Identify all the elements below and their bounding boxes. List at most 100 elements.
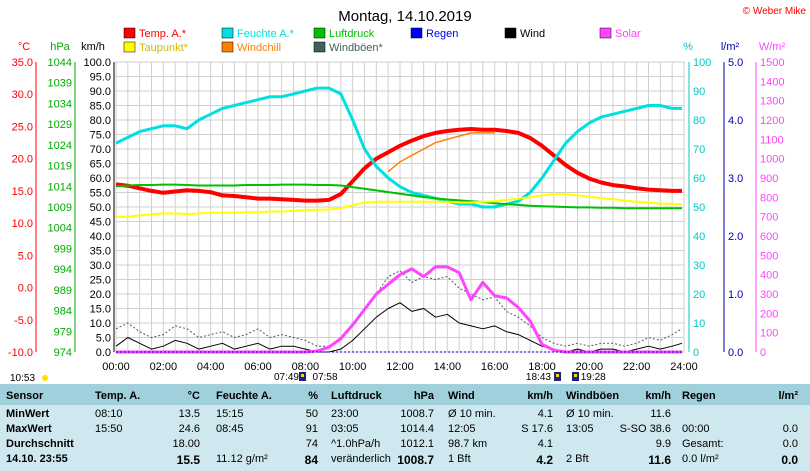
x-tick-label: 08:00 <box>292 361 320 373</box>
axis-unit-label: W/m² <box>759 41 786 53</box>
legend-swatch <box>123 27 136 39</box>
table-cell: 9.9 <box>655 438 671 450</box>
table-cell: 1 Bft <box>448 453 471 465</box>
legend-label: Temp. A.* <box>139 28 187 40</box>
axis-tick-label: 20.0 <box>12 154 33 166</box>
axis-tick-label: 700 <box>760 212 778 224</box>
legend-swatch <box>504 27 517 39</box>
legend-label: Regen <box>426 28 458 40</box>
time-annotation: 07:58 <box>313 372 338 383</box>
table-header-cell: Windböen <box>566 390 620 402</box>
axis-tick-label: 1009 <box>48 202 72 214</box>
table-cell: 84 <box>304 453 318 467</box>
time-annotation: 18:43 <box>526 372 551 383</box>
axis-tick-label: 1004 <box>48 223 72 235</box>
x-tick-label: 16:00 <box>481 361 509 373</box>
legend-swatch <box>123 41 136 53</box>
legend-label: Taupunkt* <box>139 42 189 54</box>
table-cell: 98.7 km <box>448 438 488 450</box>
table-cell: 4.1 <box>537 408 553 420</box>
x-tick-label: 06:00 <box>244 361 272 373</box>
axis-tick-label: 974 <box>54 347 72 359</box>
axis-tick-label: 600 <box>760 231 778 243</box>
table-cell: 03:05 <box>331 423 359 435</box>
table-cell: 4.1 <box>537 438 553 450</box>
table-cell: 74 <box>305 438 318 450</box>
legend-swatch <box>313 41 326 53</box>
axis-tick-label: 15.0 <box>12 186 33 198</box>
x-tick-label: 24:00 <box>670 361 698 373</box>
table-row-label: MinWert <box>6 408 50 420</box>
table-cell: 24.6 <box>178 423 200 435</box>
table-header-cell: hPa <box>413 390 434 402</box>
table-cell: 0.0 <box>782 423 798 435</box>
axis-tick-label: 0.0 <box>96 347 111 359</box>
table-row-label: MaxWert <box>6 423 52 435</box>
current-time-icon <box>42 375 48 381</box>
sun-marker-icon <box>556 374 559 377</box>
table-header-cell: °C <box>187 390 200 402</box>
table-cell: 11.6 <box>648 453 671 467</box>
axis-tick-label: 200 <box>760 308 778 320</box>
axis-tick-label: 5.0 <box>728 57 743 69</box>
axis-tick-label: 979 <box>54 326 72 338</box>
axis-tick-label: 1039 <box>48 78 72 90</box>
axis-tick-label: 25.0 <box>90 275 111 287</box>
table-header-cell: Temp. A. <box>95 390 141 402</box>
axis-tick-label: 35.0 <box>90 246 111 258</box>
legend-swatch <box>410 27 423 39</box>
axis-tick-label: 80 <box>693 115 705 127</box>
axis-tick-label: 1019 <box>48 161 72 173</box>
table-header-cell: Regen <box>682 390 716 402</box>
x-tick-label: 10:00 <box>339 361 367 373</box>
table-cell: 15:50 <box>95 423 123 435</box>
axis-tick-label: 1200 <box>760 115 784 127</box>
legend-label: Feuchte A.* <box>237 28 295 40</box>
axis-unit-label: l/m² <box>721 41 740 53</box>
axis-tick-label: 4.0 <box>728 115 743 127</box>
axis-tick-label: 55.0 <box>90 188 111 200</box>
axis-tick-label: 90.0 <box>90 86 111 98</box>
axis-tick-label: 10.0 <box>90 318 111 330</box>
axis-unit-label: % <box>683 41 693 53</box>
axis-tick-label: 40.0 <box>90 231 111 243</box>
table-cell: 12:05 <box>448 423 476 435</box>
legend-label: Windböen* <box>329 42 384 54</box>
x-tick-label: 20:00 <box>576 361 604 373</box>
x-tick-label: 12:00 <box>386 361 414 373</box>
series-line-feuchte-a <box>115 86 682 209</box>
axis-tick-label: 1300 <box>760 96 784 108</box>
axis-tick-label: 1.0 <box>728 289 743 301</box>
table-cell: 08:10 <box>95 408 123 420</box>
axis-tick-label: 999 <box>54 243 72 255</box>
table-row-label: 14.10. 23:55 <box>6 453 68 465</box>
table-cell: 2 Bft <box>566 453 589 465</box>
axis-tick-label: 80.0 <box>90 115 111 127</box>
x-tick-label: 22:00 <box>623 361 651 373</box>
table-header-cell: Wind <box>448 390 475 402</box>
axis-tick-label: 1000 <box>760 154 784 166</box>
axis-tick-label: 989 <box>54 285 72 297</box>
table-header-cell: km/h <box>527 390 553 402</box>
axis-tick-label: 60 <box>693 173 705 185</box>
axis-tick-label: 70 <box>693 144 705 156</box>
statistics-table-header <box>0 384 810 405</box>
series-line-windchill <box>387 132 495 173</box>
legend-label: Solar <box>615 28 641 40</box>
x-tick-label: 02:00 <box>150 361 178 373</box>
legend-label: Luftdruck <box>329 28 375 40</box>
axis-tick-label: 1400 <box>760 76 784 88</box>
axis-tick-label: 85.0 <box>90 101 111 113</box>
table-cell: 15.5 <box>176 453 200 467</box>
table-cell: 00:00 <box>682 423 710 435</box>
table-header-cell: Luftdruck <box>331 390 382 402</box>
legend-swatch <box>599 27 612 39</box>
axis-tick-label: 95.0 <box>90 72 111 84</box>
axis-tick-label: 25.0 <box>12 121 33 133</box>
axis-tick-label: 60.0 <box>90 173 111 185</box>
table-cell: ^1.0hPa/h <box>331 438 381 450</box>
axis-unit-label: °C <box>18 41 30 53</box>
axis-tick-label: 984 <box>54 306 72 318</box>
series-line-luftdruck <box>115 183 682 210</box>
axis-tick-label: 100 <box>693 57 711 69</box>
